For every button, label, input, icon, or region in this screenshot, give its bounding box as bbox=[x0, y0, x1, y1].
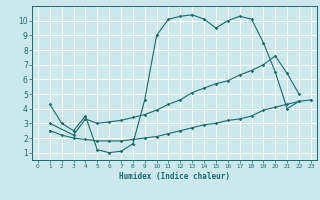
X-axis label: Humidex (Indice chaleur): Humidex (Indice chaleur) bbox=[119, 172, 230, 181]
